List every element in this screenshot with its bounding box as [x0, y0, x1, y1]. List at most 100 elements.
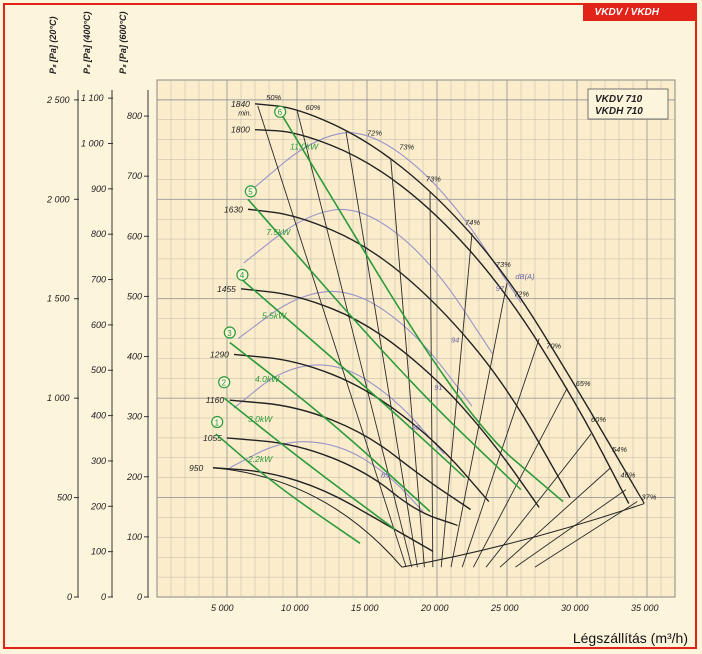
motor-number-label: 6: [278, 108, 283, 117]
motor-number-label: 1: [215, 418, 220, 427]
efficiency-label: 73%: [399, 143, 414, 152]
power-label: 5.5kW: [262, 311, 287, 321]
y-tick-label: 500: [57, 493, 72, 503]
sound-label: 94: [451, 335, 459, 344]
rpm-label: 1160: [206, 395, 225, 405]
rpm-label: 1800: [231, 125, 250, 135]
speed-curve: [247, 208, 571, 498]
efficiency-line: [257, 105, 407, 568]
y-tick-label: 200: [90, 501, 106, 511]
sound-level-curve: [229, 441, 424, 512]
efficiency-line: [390, 159, 425, 568]
x-axis-label: Légszállítás (m³/h): [572, 630, 688, 646]
rpm-label: 1630: [224, 204, 243, 214]
x-tick-label: 35 000: [631, 603, 659, 613]
motor-power-line: [240, 278, 466, 479]
y-tick-label: 500: [91, 365, 106, 375]
efficiency-label: 46%: [620, 471, 635, 480]
efficiency-label: 73%: [496, 260, 511, 269]
x-tick-label: 20 000: [420, 603, 449, 613]
y-tick-label: 300: [127, 412, 142, 422]
y-tick-label: 900: [91, 184, 106, 194]
rpm-label: 1455: [217, 284, 236, 294]
y-tick-label: 2 500: [46, 95, 70, 105]
efficiency-label: 60%: [591, 415, 606, 424]
efficiency-label: 60%: [305, 103, 320, 112]
power-label: 7.5kW: [266, 227, 291, 237]
efficiency-label: 72%: [514, 290, 529, 299]
y-tick-label: 0: [137, 592, 142, 602]
y-tick-label: 200: [126, 472, 142, 482]
sound-label: 91: [434, 383, 442, 392]
sound-level-curve: [237, 290, 473, 407]
y-tick-label: 2 000: [46, 194, 70, 204]
power-label: 2.2kW: [247, 454, 273, 464]
rpm-label: 1290: [210, 349, 229, 359]
motor-number-circle: [236, 268, 249, 281]
x-tick-label: 15 000: [351, 603, 379, 613]
efficiency-label: 37%: [641, 493, 656, 502]
y-tick-label: 100: [127, 532, 142, 542]
efficiency-label: 65%: [576, 379, 591, 388]
x-tick-label: 10 000: [281, 603, 309, 613]
sound-label: 85: [381, 471, 390, 480]
motor-number-circle: [218, 376, 231, 389]
y-tick-label: 1 000: [81, 138, 104, 148]
efficiency-label: 73%: [426, 174, 441, 183]
y-tick-label: 0: [67, 592, 72, 602]
speed-curve: [226, 437, 459, 527]
efficiency-label: 70%: [546, 341, 561, 350]
power-label: 11.0kW: [290, 142, 319, 152]
sound-level-curve: [243, 208, 494, 355]
efficiency-line: [534, 501, 638, 568]
efficiency-line: [499, 467, 611, 568]
y-tick-label: 1 000: [47, 393, 70, 403]
y-axis-label: Pₛ [Pa] (20°C): [48, 17, 58, 74]
efficiency-line: [296, 109, 413, 568]
legend-entry: VKDH 710: [595, 106, 643, 117]
motor-power-line: [215, 433, 361, 544]
speed-curve: [229, 399, 471, 511]
efficiency-label: 50%: [266, 93, 281, 102]
y-tick-label: 600: [91, 320, 106, 330]
product-tag: VKDV / VKDH: [582, 5, 695, 21]
motor-number-label: 3: [227, 329, 232, 338]
y-tick-label: 700: [91, 275, 106, 285]
power-label: 4.0kW: [255, 374, 280, 384]
speed-curve: [233, 353, 490, 503]
speed-curve: [212, 467, 434, 552]
sound-label: dB(A): [515, 272, 535, 281]
y-axis-label: Pₛ [Pa] (400°C): [82, 12, 92, 74]
boundary-curve: [401, 503, 645, 568]
legend-entry: VKDV 710: [595, 94, 643, 105]
legend-box: [587, 88, 669, 120]
y-tick-label: 400: [127, 352, 142, 362]
y-tick-label: 800: [91, 229, 106, 239]
y-tick-label: 300: [91, 456, 106, 466]
efficiency-label: 54%: [612, 445, 627, 454]
motor-number-label: 2: [222, 379, 227, 388]
y-tick-label: 0: [101, 592, 106, 602]
motor-power-line: [229, 341, 431, 513]
y-axis-label: Pₛ [Pa] (600°C): [118, 12, 128, 74]
y-tick-label: 1 100: [81, 93, 104, 103]
efficiency-label: 74%: [465, 218, 480, 227]
y-tick-label: 1 500: [47, 294, 70, 304]
efficiency-line: [473, 388, 568, 568]
sound-label: 88: [412, 423, 421, 432]
y-tick-label: 700: [127, 171, 142, 181]
min-label: min.: [238, 110, 251, 117]
sound-label: 97: [496, 284, 505, 293]
rpm-label: 950: [189, 463, 203, 473]
y-tick-label: 100: [91, 547, 106, 557]
motor-power-line: [247, 198, 522, 491]
boundary-curve: [212, 467, 403, 568]
y-tick-label: 600: [127, 231, 142, 241]
x-tick-label: 25 000: [490, 603, 519, 613]
motor-power-line: [278, 109, 564, 503]
motor-number-label: 5: [248, 188, 253, 197]
motor-number-circle: [274, 105, 287, 118]
motor-number-circle: [211, 415, 224, 429]
motor-number-label: 4: [240, 271, 245, 280]
